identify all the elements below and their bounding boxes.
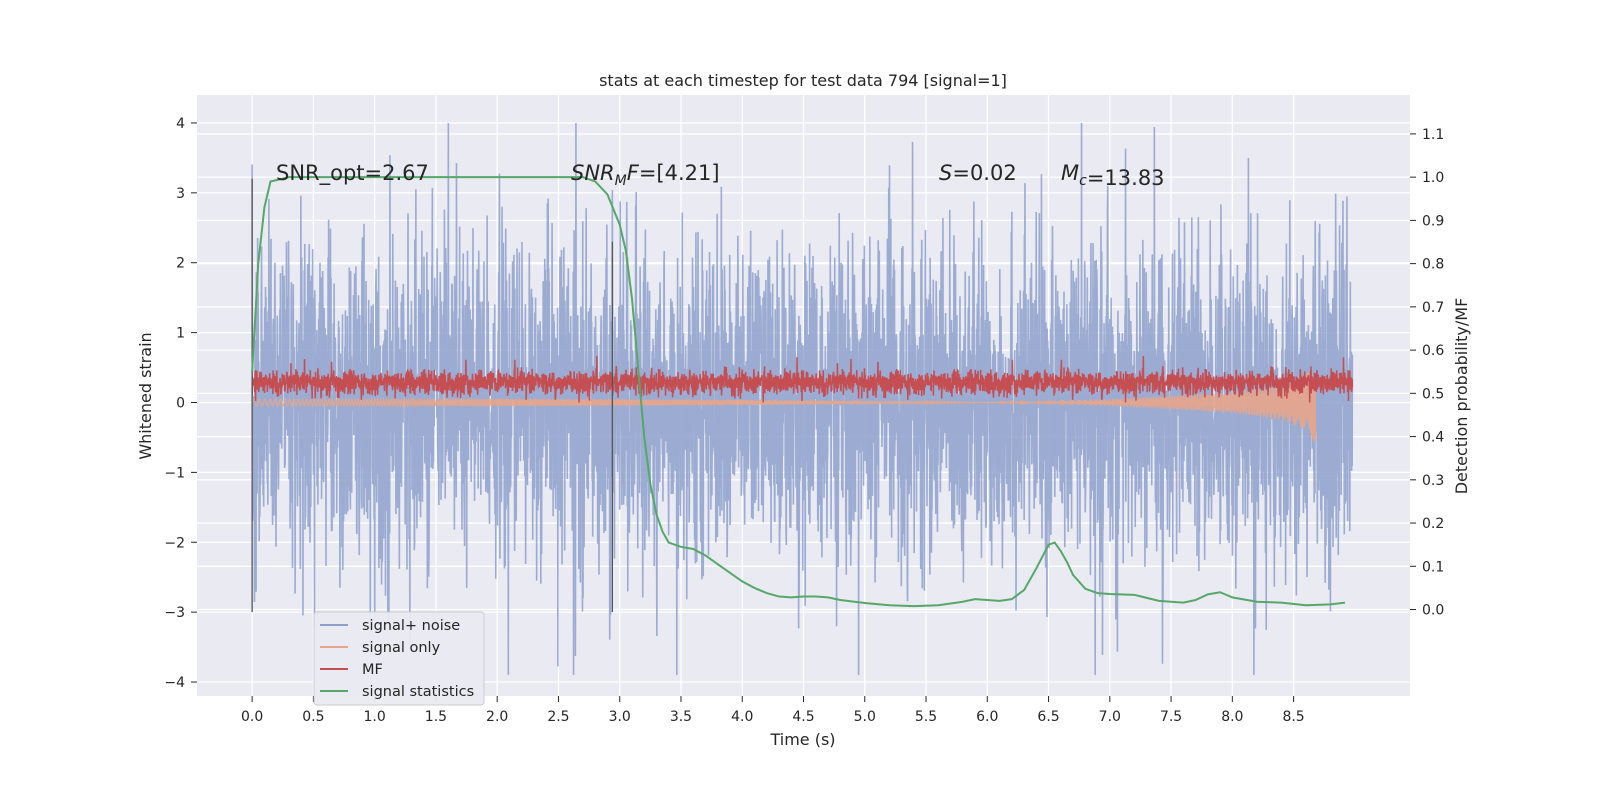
x-tick-label: 2.5 xyxy=(547,709,569,725)
annotation-subscript: c xyxy=(1079,173,1087,189)
signal-statistics-series xyxy=(251,176,1346,608)
annotation-snr-mf: SNRMF=[4.21] xyxy=(571,161,720,189)
y-right-axis-ticks: 1.1 1.0 0.9 0.8 0.7 0.6 0.5 0.4 0.3 0.2 0.1 0.0 xyxy=(1410,127,1444,619)
x-tick-label: 8.5 xyxy=(1282,709,1304,725)
y-tick-label: 3 xyxy=(176,186,185,202)
annotation-value: =13.83 xyxy=(1087,166,1165,190)
y-right-tick-label: 0.4 xyxy=(1422,430,1444,446)
annotation-value: =0.02 xyxy=(952,161,1016,185)
y-right-axis-label: Detection probability/MF xyxy=(1452,298,1471,495)
y-tick-label: 2 xyxy=(176,256,185,272)
x-tick-label: 0.5 xyxy=(302,709,324,725)
y-tick-label: −4 xyxy=(164,675,185,691)
x-tick-label: 4.0 xyxy=(731,709,753,725)
x-tick-label: 3.5 xyxy=(670,709,692,725)
vertical-markers xyxy=(251,178,614,613)
y-right-tick-label: 0.2 xyxy=(1422,516,1444,532)
annotation-snr-opt: SNR_opt=2.67 xyxy=(276,161,429,186)
annotation-suffix: F xyxy=(627,161,640,185)
y-right-tick-label: 0.1 xyxy=(1422,559,1444,575)
y-tick-label: −2 xyxy=(164,535,185,551)
x-axis-label: Time (s) xyxy=(769,730,835,749)
mf-line xyxy=(251,355,1354,403)
y-right-tick-label: 0.5 xyxy=(1422,386,1444,402)
annotation-mc-value: Mc=13.83 xyxy=(1061,161,1165,190)
legend-box xyxy=(313,611,485,706)
y-tick-label: −3 xyxy=(164,605,185,621)
x-tick-label: 5.0 xyxy=(854,709,876,725)
annotation-prefix: M xyxy=(1061,161,1079,185)
x-tick-label: 1.5 xyxy=(425,709,447,725)
y-tick-label: 4 xyxy=(176,116,185,132)
signal-only-line xyxy=(251,372,1317,442)
y-right-tick-label: 0.6 xyxy=(1422,343,1444,359)
y-tick-label: −1 xyxy=(164,465,185,481)
annotation-prefix: S xyxy=(939,161,952,185)
y-right-tick-label: 0.0 xyxy=(1422,603,1444,619)
annotation-prefix: SNR xyxy=(571,161,615,185)
x-tick-label: 5.5 xyxy=(915,709,937,725)
x-tick-label: 3.0 xyxy=(609,709,631,725)
x-tick-label: 4.5 xyxy=(792,709,814,725)
legend-label: signal only xyxy=(362,640,441,656)
legend-label: signal+ noise xyxy=(362,618,460,634)
x-tick-label: 0.0 xyxy=(241,709,263,725)
annotation-value: =2.67 xyxy=(365,161,429,185)
y-tick-label: 0 xyxy=(176,395,185,411)
x-tick-label: 1.0 xyxy=(364,709,386,725)
x-tick-label: 6.5 xyxy=(1037,709,1059,725)
y-right-tick-label: 0.9 xyxy=(1422,213,1444,229)
x-tick-label: 2.0 xyxy=(486,709,508,725)
annotation-s-value: S=0.02 xyxy=(939,161,1017,185)
signal-noise-line xyxy=(251,122,1354,676)
annotation-prefix: SNR_opt xyxy=(276,161,365,186)
x-tick-label: 7.5 xyxy=(1160,709,1182,725)
x-tick-label: 6.0 xyxy=(976,709,998,725)
annotations: SNR_opt=2.67 SNRMF=[4.21] S=0.02 Mc=13.83 xyxy=(276,161,1165,190)
mf-series xyxy=(251,355,1354,403)
signal-only-series xyxy=(251,372,1317,442)
legend-label: signal statistics xyxy=(362,684,474,700)
y-right-tick-label: 1.0 xyxy=(1422,170,1444,186)
signal-noise-series xyxy=(251,122,1354,676)
signal-statistics-line xyxy=(251,176,1346,608)
x-tick-label: 8.0 xyxy=(1221,709,1243,725)
y-right-tick-label: 1.1 xyxy=(1422,127,1444,143)
x-tick-label: 7.0 xyxy=(1099,709,1121,725)
chart-title: stats at each timestep for test data 794… xyxy=(599,71,1007,90)
legend-label: MF xyxy=(362,662,383,678)
y-tick-label: 1 xyxy=(176,326,185,342)
y-right-tick-label: 0.8 xyxy=(1422,257,1444,273)
y-axis-ticks: 4 3 2 1 0 −1 −2 −3 −4 xyxy=(164,116,197,691)
y-axis-label: Whitened strain xyxy=(136,332,155,459)
x-axis-ticks: 0.0 0.5 1.0 1.5 2.0 2.5 3.0 3.5 4.0 4.5 5.0 5.5 6.0 6… xyxy=(241,696,1305,725)
y-right-tick-label: 0.7 xyxy=(1422,300,1444,316)
annotation-value: =[4.21] xyxy=(639,161,720,185)
legend: signal+ noise signal only MF signal statist… xyxy=(313,611,485,706)
y-right-tick-label: 0.3 xyxy=(1422,473,1444,489)
annotation-subscript: M xyxy=(615,173,627,189)
